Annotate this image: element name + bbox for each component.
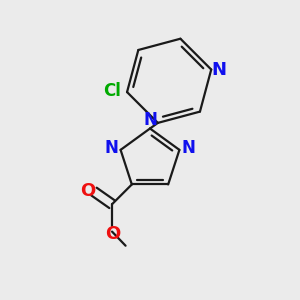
Text: N: N [212, 61, 226, 79]
Text: O: O [80, 182, 95, 200]
Text: N: N [181, 140, 195, 158]
Text: Cl: Cl [103, 82, 121, 100]
Text: O: O [105, 225, 120, 243]
Text: N: N [105, 140, 119, 158]
Text: N: N [143, 111, 157, 129]
